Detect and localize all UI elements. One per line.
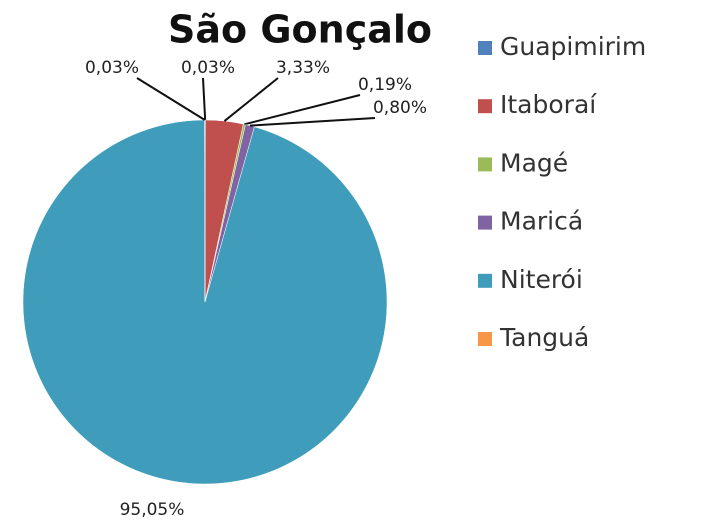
data-label: 0,03% xyxy=(85,58,139,78)
legend-label: Itaboraí xyxy=(500,90,597,119)
chart-title: São Gonçalo xyxy=(168,8,432,52)
leader-line xyxy=(249,117,376,127)
legend-label: Guapimirim xyxy=(500,32,646,61)
data-label: 3,33% xyxy=(276,58,330,78)
legend-label: Maricá xyxy=(500,207,583,236)
data-label: 95,05% xyxy=(120,500,185,520)
leader-line xyxy=(244,94,361,126)
legend-label: Magé xyxy=(500,148,568,177)
data-label: 0,03% xyxy=(181,58,235,78)
data-label: 0,80% xyxy=(373,98,427,118)
legend-swatch xyxy=(478,215,492,230)
legend-swatch xyxy=(478,99,492,114)
leader-line xyxy=(136,77,206,121)
legend-swatch xyxy=(478,332,492,346)
legend-swatch xyxy=(478,157,492,172)
leader-line xyxy=(202,77,207,121)
data-label: 0,19% xyxy=(358,75,412,95)
legend-label: Tanguá xyxy=(499,323,589,352)
leader-line xyxy=(223,77,279,122)
legend-label: Niterói xyxy=(500,265,583,294)
legend-swatch xyxy=(478,41,492,55)
legend-swatch xyxy=(478,273,492,288)
